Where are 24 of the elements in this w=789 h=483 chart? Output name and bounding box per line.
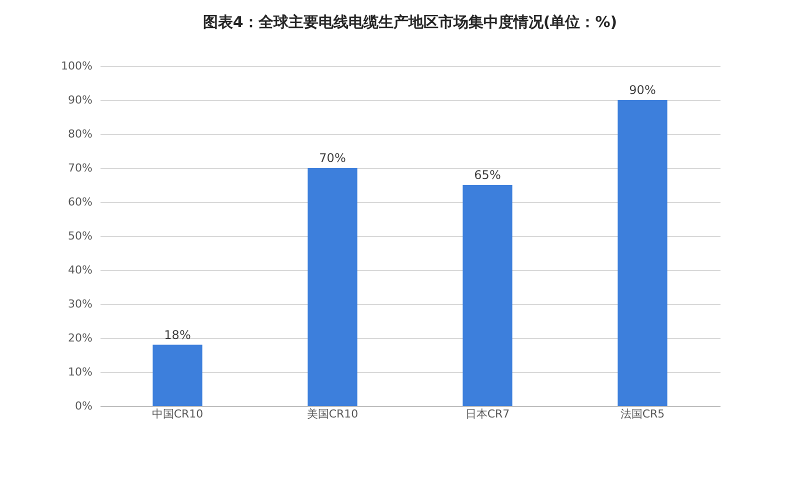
x-tick-label: 美国CR10 <box>306 408 358 420</box>
data-label: 90% <box>629 83 656 97</box>
y-tick-label: 20% <box>68 332 92 344</box>
data-label: 70% <box>319 151 346 165</box>
y-tick-label: 30% <box>68 298 92 310</box>
bar <box>152 344 202 406</box>
y-tick-label: 0% <box>75 400 92 412</box>
y-tick-label: 100% <box>61 60 92 72</box>
x-tick-label: 法国CR5 <box>620 408 665 420</box>
bar <box>618 100 668 406</box>
x-tick-label: 中国CR10 <box>152 408 204 420</box>
bar <box>462 185 512 406</box>
y-tick-label: 90% <box>68 94 92 106</box>
y-tick-label: 50% <box>68 230 92 242</box>
x-tick-label: 日本CR7 <box>465 408 510 420</box>
y-tick-label: 60% <box>68 196 92 208</box>
bar <box>308 168 358 406</box>
y-tick-label: 70% <box>68 162 92 174</box>
data-label: 18% <box>164 328 191 342</box>
y-tick-label: 40% <box>68 264 92 276</box>
y-tick-label: 80% <box>68 128 92 140</box>
y-tick-label: 10% <box>68 366 92 378</box>
chart-title: 图表4：全球主要电线电缆生产地区市场集中度情况(单位：%) <box>202 13 618 31</box>
data-label: 65% <box>474 168 501 182</box>
